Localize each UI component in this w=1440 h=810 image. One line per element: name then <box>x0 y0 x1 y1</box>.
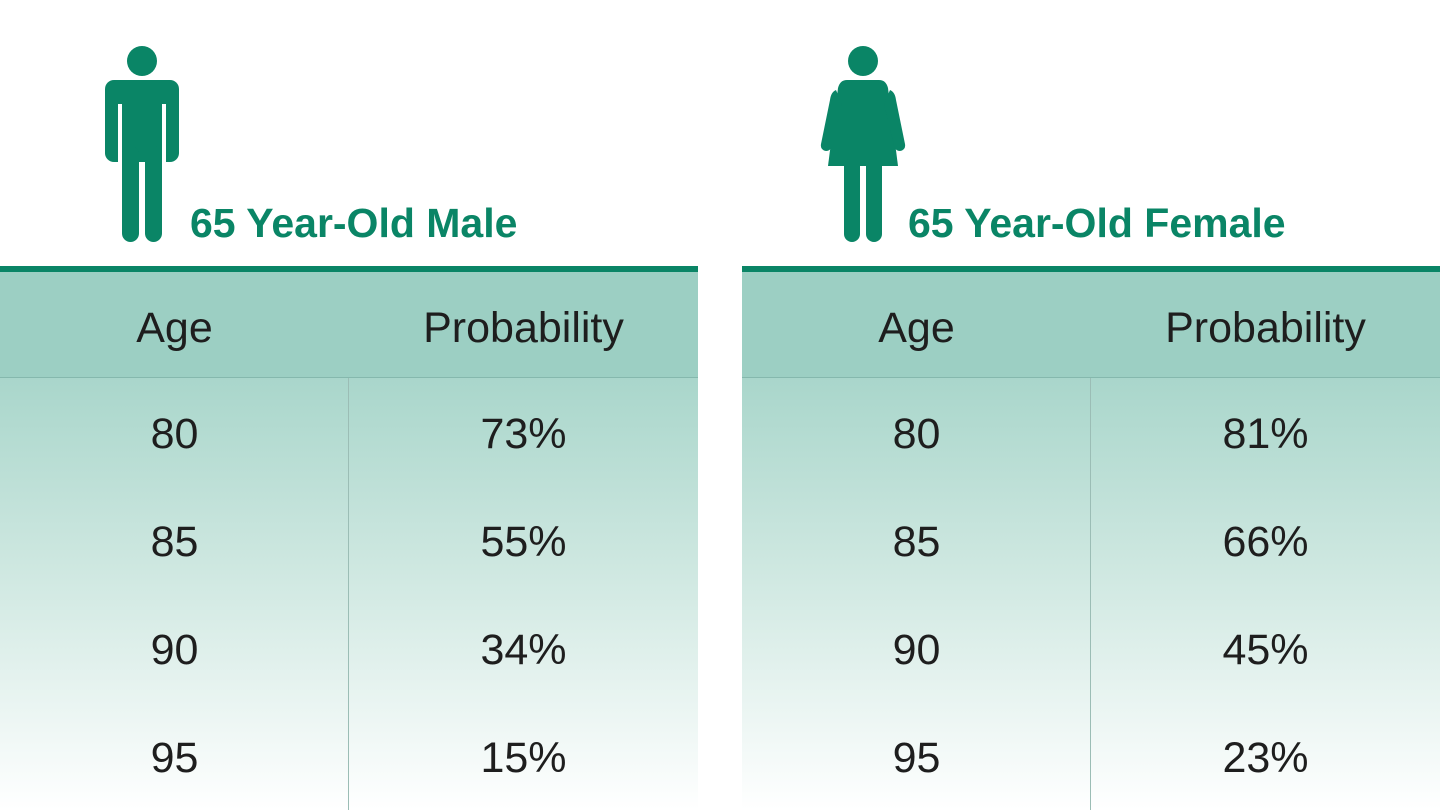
male-table: Age Probability 80 73% 85 55% 90 34% 95 … <box>0 266 698 810</box>
male-table-header: Age Probability <box>0 272 698 378</box>
male-row-probability: 34% <box>480 626 567 674</box>
female-panel: 65 Year-Old Female Age Probability 80 81… <box>742 0 1440 810</box>
male-row-age: 90 <box>150 626 199 674</box>
female-row-probability: 66% <box>1222 518 1309 566</box>
male-row-age: 85 <box>150 518 199 566</box>
female-row-probability: 81% <box>1222 410 1309 458</box>
female-figure-icon <box>818 46 908 242</box>
male-header-probability: Probability <box>423 304 624 352</box>
male-row-probability: 55% <box>480 518 567 566</box>
female-row-age: 90 <box>892 626 941 674</box>
female-header-probability: Probability <box>1165 304 1366 352</box>
male-row-age: 80 <box>150 410 199 458</box>
male-table-body <box>0 378 698 810</box>
female-row-probability: 45% <box>1222 626 1309 674</box>
female-table: Age Probability 80 81% 85 66% 90 45% 95 … <box>742 266 1440 810</box>
female-row-age: 80 <box>892 410 941 458</box>
female-column-divider <box>1090 378 1091 810</box>
male-column-divider <box>348 378 349 810</box>
female-row-age: 85 <box>892 518 941 566</box>
female-header-age: Age <box>878 304 955 352</box>
female-panel-title: 65 Year-Old Female <box>908 200 1286 246</box>
male-row-probability: 73% <box>480 410 567 458</box>
male-header-age: Age <box>136 304 213 352</box>
male-panel-title: 65 Year-Old Male <box>190 200 518 246</box>
male-row-probability: 15% <box>480 734 567 782</box>
female-row-probability: 23% <box>1222 734 1309 782</box>
female-table-header: Age Probability <box>742 272 1440 378</box>
male-figure-icon <box>98 46 188 242</box>
male-row-age: 95 <box>150 734 199 782</box>
female-table-body <box>742 378 1440 810</box>
female-row-age: 95 <box>892 734 941 782</box>
male-panel: 65 Year-Old Male Age Probability 80 73% … <box>0 0 698 810</box>
